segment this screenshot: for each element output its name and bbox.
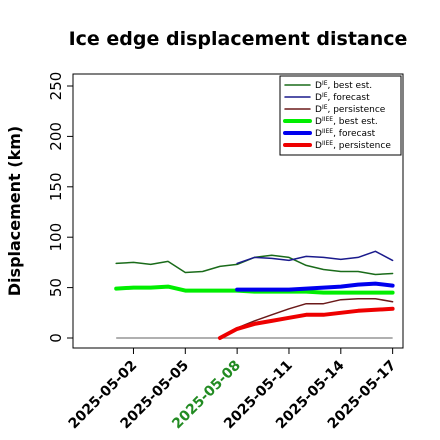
y-axis: 0 50 100 150 200 250 (47, 72, 73, 343)
series-layer (114, 250, 395, 340)
chart-title: Ice edge displacement distance (69, 28, 408, 50)
legend-entry-label: DIE, best est. (315, 80, 372, 91)
legend-entry-label: DIIEE, best est. (315, 116, 378, 127)
x-axis: 2025-05-022025-05-052025-05-082025-05-11… (66, 348, 399, 432)
y-tick-label: 200 (47, 122, 65, 151)
series-line-3 (219, 297, 394, 339)
plot-frame (72, 73, 404, 349)
series-line-6 (217, 306, 395, 340)
legend-entry-label: DIIEE, forecast (315, 128, 376, 139)
legend-entry-label: DIIEE, persistence (315, 140, 391, 151)
legend-box (279, 75, 402, 156)
y-tick-label: 0 (47, 333, 65, 343)
y-tick-label: 150 (47, 172, 65, 201)
series-line-5 (235, 281, 395, 292)
y-tick-label: 100 (47, 223, 65, 252)
y-axis-label: Displacement (km) (5, 126, 24, 296)
series-line-2 (236, 250, 394, 265)
legend-entry-label: DIE, persistence (315, 104, 386, 115)
y-tick-label: 50 (47, 278, 65, 297)
y-tick-label: 250 (47, 72, 65, 101)
legend-entry-label: DIE, forecast (315, 92, 370, 103)
